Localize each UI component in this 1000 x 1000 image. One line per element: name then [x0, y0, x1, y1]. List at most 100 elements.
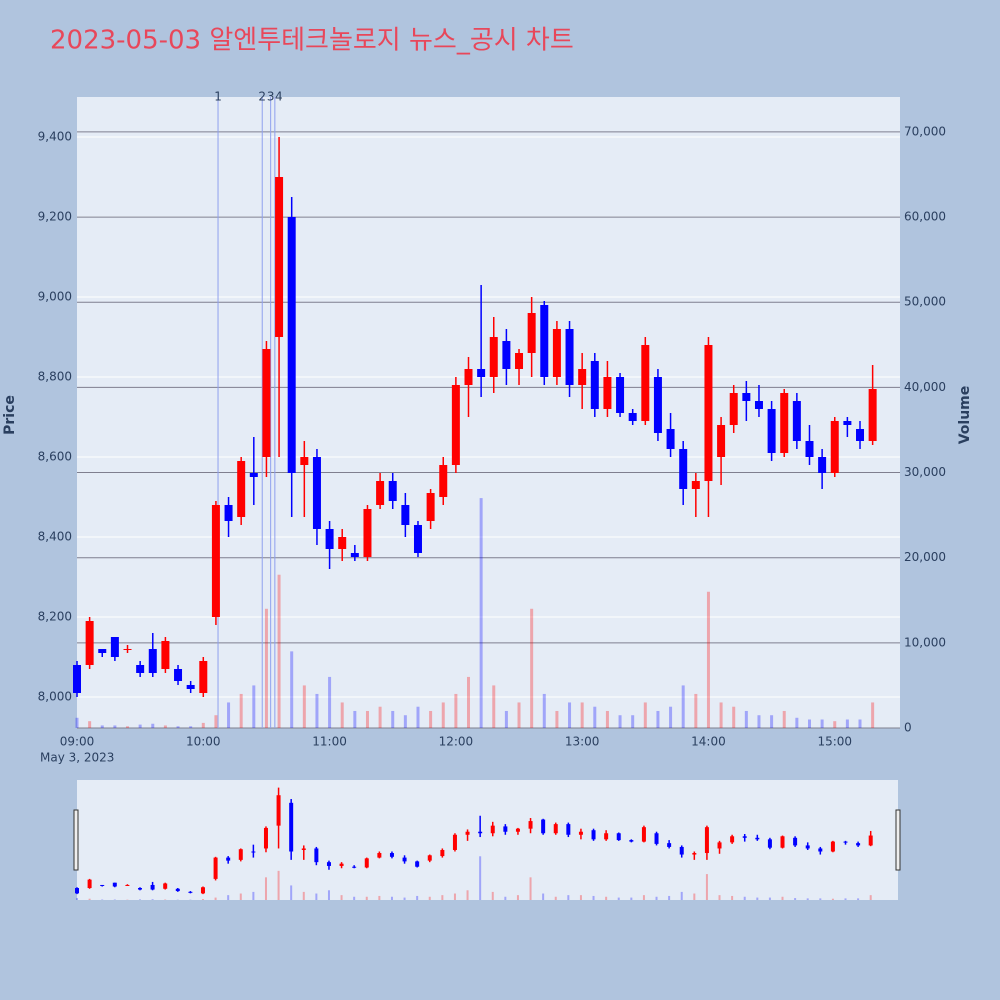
- volume-bar: [126, 726, 130, 728]
- candle-body: [213, 857, 218, 879]
- range-slider[interactable]: [77, 780, 898, 900]
- y-tick-label: 8,000: [38, 690, 72, 704]
- candle-body: [376, 481, 385, 505]
- volume-bar: [315, 693, 319, 728]
- candle-body: [780, 393, 789, 453]
- candle-body: [578, 369, 587, 385]
- volume-bar: [290, 885, 293, 900]
- candle-body: [314, 848, 319, 863]
- candle-body: [767, 409, 776, 453]
- candle-body: [478, 831, 483, 834]
- candle-body: [427, 855, 432, 861]
- volume-bar: [315, 893, 318, 900]
- candle-body: [87, 879, 92, 889]
- volume-bar: [416, 706, 420, 728]
- candle-body: [616, 833, 621, 841]
- candle-body: [868, 389, 877, 441]
- range-handle[interactable]: [895, 809, 901, 871]
- volume-bar: [631, 715, 635, 728]
- candle-body: [174, 669, 183, 681]
- candle-body: [226, 857, 231, 861]
- volume-bar: [138, 899, 141, 900]
- candle-body: [312, 457, 321, 529]
- candle-body: [566, 824, 571, 835]
- candle-body: [339, 863, 344, 866]
- candle-body: [211, 505, 220, 617]
- y2-tick-label: 10,000: [904, 635, 946, 649]
- volume-bar: [744, 710, 748, 728]
- candle-body: [691, 481, 700, 489]
- volume-bar: [492, 685, 496, 728]
- range-handle[interactable]: [73, 809, 79, 871]
- volume-bar: [795, 717, 799, 728]
- volume-bar: [416, 895, 419, 900]
- volume-bar: [264, 608, 268, 728]
- volume-bar: [504, 710, 508, 728]
- volume-bar: [491, 891, 494, 900]
- candle-body: [287, 217, 296, 473]
- candle-body: [451, 385, 460, 465]
- candle-body: [175, 888, 180, 892]
- volume-bar: [189, 726, 193, 728]
- volume-bar: [88, 898, 91, 900]
- volume-bar: [277, 870, 280, 900]
- x-tick-label: 14:00: [691, 735, 726, 749]
- candle-body: [123, 649, 132, 650]
- volume-bar: [365, 710, 369, 728]
- candle-body: [818, 457, 827, 473]
- volume-bar: [277, 574, 281, 728]
- volume-bar: [340, 895, 343, 900]
- volume-bar: [820, 719, 824, 728]
- y2-tick-label: 50,000: [904, 295, 946, 309]
- volume-bar: [743, 896, 746, 900]
- candle-body: [552, 329, 561, 377]
- volume-bar: [239, 693, 243, 728]
- volume-bar: [555, 710, 559, 728]
- candle-body: [603, 377, 612, 409]
- x-tick-label: 11:00: [312, 735, 347, 749]
- volume-bar: [844, 898, 847, 900]
- candle-body: [137, 888, 142, 890]
- y2-tick-label: 70,000: [904, 124, 946, 138]
- candle-body: [541, 819, 546, 834]
- y2-tick-label: 40,000: [904, 380, 946, 394]
- candle-body: [352, 866, 357, 868]
- candle-body: [553, 824, 558, 834]
- candle-body: [653, 377, 662, 433]
- candle-body: [604, 833, 609, 840]
- candle-body: [730, 836, 735, 843]
- candle-body: [125, 884, 130, 886]
- volume-bar: [781, 896, 784, 900]
- y-tick-label: 9,400: [38, 130, 72, 144]
- volume-bar: [643, 702, 647, 728]
- volume-bar: [693, 893, 696, 900]
- volume-bar: [656, 710, 660, 728]
- candle-body: [75, 888, 79, 894]
- volume-bar: [504, 896, 507, 900]
- chart-title: 2023-05-03 알엔투테크놀로지 뉴스_공시 차트: [50, 26, 574, 56]
- volume-bar: [554, 896, 557, 900]
- candle-body: [856, 843, 861, 846]
- candle-body: [666, 429, 675, 449]
- candle-body: [364, 858, 369, 868]
- volume-bar: [252, 891, 255, 900]
- volume-bar: [151, 723, 155, 728]
- volume-bar: [655, 896, 658, 900]
- x-tick-label: 13:00: [565, 735, 600, 749]
- candle-body: [301, 848, 306, 850]
- candle-body: [238, 849, 243, 860]
- candle-body: [426, 493, 435, 521]
- candle-body: [515, 353, 524, 369]
- candle-body: [692, 853, 697, 855]
- candle-body: [413, 525, 422, 553]
- volume-bar: [871, 702, 875, 728]
- x-date-label: May 3, 2023: [40, 751, 114, 765]
- volume-bar: [593, 706, 597, 728]
- y-axis-title: Price: [2, 395, 18, 435]
- candle-body: [136, 665, 145, 673]
- volume-bar: [757, 715, 761, 728]
- volume-bar: [327, 890, 330, 900]
- y2-tick-label: 0: [904, 721, 912, 735]
- candle-body: [439, 465, 448, 497]
- candle-body: [591, 830, 596, 840]
